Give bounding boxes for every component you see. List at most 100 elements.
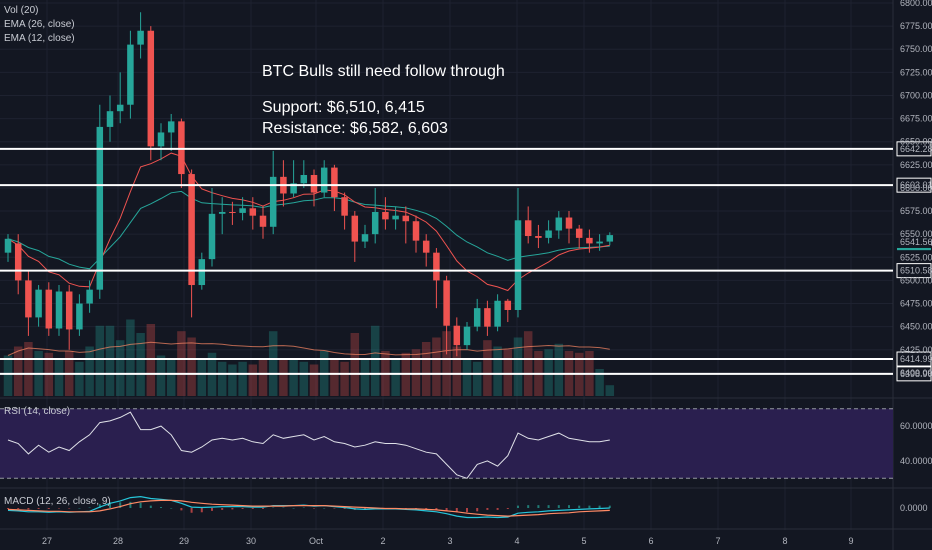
volume-ma-line: [7, 341, 610, 356]
volume-bar: [442, 331, 451, 396]
macd-indicator-label[interactable]: MACD (12, 26, close, 9): [4, 496, 111, 507]
candle-body: [198, 259, 206, 286]
volume-bar: [238, 361, 247, 396]
candle-body: [4, 238, 12, 253]
macd-histogram-bar: [282, 507, 285, 509]
candle-body: [606, 235, 614, 242]
candle-body: [106, 111, 114, 127]
macd-histogram-bar: [557, 505, 560, 508]
price-tick-label: 6775.00: [900, 21, 932, 31]
macd-histogram-bar: [476, 508, 479, 512]
ema26-indicator-label[interactable]: EMA (26, close): [4, 19, 75, 30]
macd-histogram-bar: [119, 502, 122, 508]
candle-body: [249, 208, 257, 216]
price-tick-label: 6475.00: [900, 299, 932, 309]
vol-indicator-label[interactable]: Vol (20): [4, 5, 38, 16]
macd-histogram-bar: [506, 508, 509, 509]
candle-body: [178, 121, 185, 175]
price-tick-label: 6675.00: [900, 114, 932, 124]
horizontal-levels[interactable]: 6642.286603.016510.586414.996398.966540.…: [0, 141, 932, 382]
macd-histogram-bar: [517, 505, 519, 508]
macd-histogram-bar: [78, 508, 81, 509]
candle-body: [167, 121, 175, 133]
time-tick-label: 7: [715, 536, 720, 546]
annotation-title: BTC Bulls still need follow through: [262, 63, 505, 80]
macd-histogram-bar: [17, 508, 20, 509]
volume-bar: [248, 364, 258, 396]
macd-histogram-bar: [88, 507, 91, 509]
candle-body: [504, 300, 512, 311]
macd-tick-label: 0.0000: [900, 503, 928, 513]
time-axis: 27 28 29 30 Oct 2 3 4 5 6 7 8 9: [42, 536, 854, 546]
candle-body: [137, 30, 144, 45]
macd-histogram-bar: [180, 508, 183, 511]
macd-histogram-bar: [547, 505, 550, 508]
volume-bar: [360, 358, 370, 396]
macd-histogram-bar: [302, 507, 305, 509]
macd-histogram-bar: [598, 505, 601, 508]
candle-body: [524, 220, 532, 237]
level-price-label: 6603.01: [900, 180, 932, 190]
macd-histogram-bar: [37, 508, 40, 509]
volume-bar: [503, 349, 513, 396]
candle-body: [259, 215, 267, 227]
macd-histogram-bar: [47, 508, 50, 509]
candle-body: [55, 291, 63, 329]
volume-bar: [513, 337, 523, 396]
candle-body: [463, 326, 471, 346]
rsi-band: [0, 408, 893, 479]
candle-body: [473, 308, 481, 327]
volume-bar: [493, 346, 502, 396]
candle-body: [545, 230, 552, 238]
rsi-indicator-label[interactable]: RSI (14, close): [4, 406, 70, 417]
volume-bar: [54, 358, 64, 396]
macd-histogram-bar: [435, 508, 438, 510]
macd-histogram-bar: [425, 508, 428, 510]
volume-bar: [24, 342, 33, 396]
macd-histogram-bar: [251, 508, 254, 509]
candle-body: [392, 215, 399, 220]
candle-body: [586, 237, 593, 244]
time-tick-label: 2: [380, 536, 385, 546]
candle-body: [422, 240, 430, 253]
time-tick-label: 4: [514, 536, 519, 546]
price-tick-label: 6400.00: [900, 368, 932, 378]
volume-bar: [554, 343, 564, 396]
volume-bar: [217, 361, 227, 396]
ema12-indicator-label[interactable]: EMA (12, close): [4, 33, 75, 44]
volume-bar: [299, 361, 309, 396]
candle-body: [269, 176, 277, 227]
macd-histogram-bar: [160, 507, 162, 508]
price-tick-label: 6750.00: [900, 44, 932, 54]
macd-histogram-bar: [27, 508, 30, 510]
candle-body: [494, 300, 501, 327]
volume-bar: [187, 337, 196, 396]
volume-bar: [228, 364, 237, 396]
price-tick-label: 6700.00: [900, 90, 932, 100]
macd-histogram-bar: [170, 508, 173, 509]
time-tick-label: 9: [848, 536, 853, 546]
candle-body: [484, 308, 491, 327]
volume-bar: [105, 325, 115, 396]
candle-body: [147, 30, 155, 147]
volume-bar: [166, 358, 176, 396]
volume-bar: [13, 346, 23, 396]
price-tick-label: 6625.00: [900, 160, 932, 170]
candle-body: [433, 252, 440, 281]
volume-bar: [605, 385, 615, 396]
macd-histogram-bar: [139, 502, 142, 508]
candle-body: [229, 211, 236, 213]
price-tick-label: 6650.00: [900, 137, 932, 147]
volume-bar: [432, 337, 441, 396]
macd-histogram-bar: [272, 507, 275, 509]
macd-histogram-bar: [608, 505, 611, 508]
volume-bar: [523, 331, 533, 396]
level-price-label: 6642.28: [900, 144, 932, 154]
volume-bar: [75, 361, 84, 396]
level-price-label: 6414.99: [900, 354, 932, 364]
volume-bar: [258, 360, 268, 396]
price-tick-label: 6725.00: [900, 67, 932, 77]
candle-body: [382, 211, 389, 220]
candle-body: [453, 325, 461, 346]
